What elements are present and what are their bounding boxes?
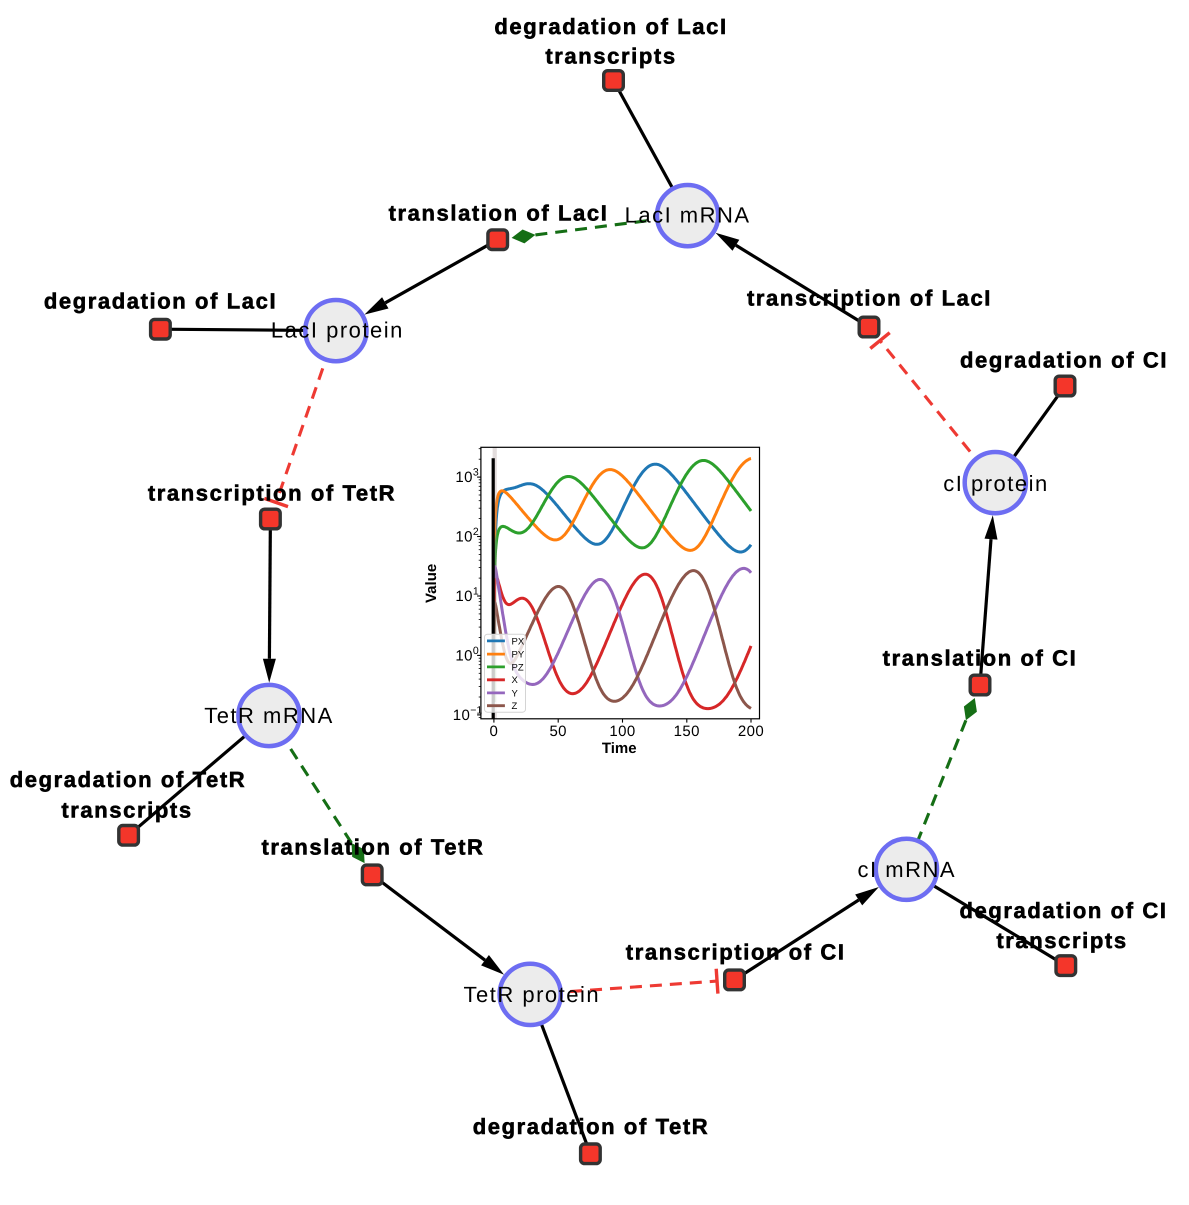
svg-text:10: 10 bbox=[455, 588, 473, 605]
svg-text:10: 10 bbox=[455, 647, 473, 664]
svg-text:transcription of TetR: transcription of TetR bbox=[148, 481, 396, 506]
svg-text:translation of LacI: translation of LacI bbox=[389, 200, 609, 225]
svg-text:transcription of LacI: transcription of LacI bbox=[747, 286, 992, 311]
svg-text:degradation of CI: degradation of CI bbox=[959, 898, 1167, 923]
svg-text:PX: PX bbox=[512, 636, 525, 647]
svg-text:translation of CI: translation of CI bbox=[883, 646, 1078, 671]
svg-text:degradation of CI: degradation of CI bbox=[960, 348, 1168, 373]
svg-text:transcripts: transcripts bbox=[545, 44, 676, 69]
svg-text:100: 100 bbox=[609, 723, 635, 740]
svg-text:10: 10 bbox=[455, 469, 473, 486]
svg-text:degradation of TetR: degradation of TetR bbox=[473, 1114, 710, 1139]
svg-text:LacI protein: LacI protein bbox=[271, 318, 404, 343]
svg-text:2: 2 bbox=[473, 526, 479, 538]
svg-text:TetR mRNA: TetR mRNA bbox=[204, 703, 334, 728]
svg-text:transcripts: transcripts bbox=[61, 798, 192, 823]
svg-text:degradation of TetR: degradation of TetR bbox=[10, 767, 247, 792]
svg-text:Z: Z bbox=[512, 701, 518, 712]
svg-text:−1: −1 bbox=[470, 704, 482, 716]
svg-text:transcripts: transcripts bbox=[996, 928, 1127, 953]
svg-text:cI mRNA: cI mRNA bbox=[858, 857, 957, 882]
svg-text:degradation of LacI: degradation of LacI bbox=[44, 289, 277, 314]
svg-text:Time: Time bbox=[602, 740, 637, 757]
svg-text:200: 200 bbox=[738, 723, 764, 740]
svg-text:3: 3 bbox=[473, 467, 479, 479]
svg-text:150: 150 bbox=[674, 723, 700, 740]
svg-text:50: 50 bbox=[549, 723, 567, 740]
svg-text:Value: Value bbox=[423, 564, 440, 603]
svg-text:PY: PY bbox=[512, 650, 525, 661]
svg-text:0: 0 bbox=[473, 645, 479, 657]
svg-text:degradation of LacI: degradation of LacI bbox=[494, 14, 727, 39]
svg-text:translation of TetR: translation of TetR bbox=[261, 835, 484, 860]
svg-text:0: 0 bbox=[490, 723, 499, 740]
svg-text:TetR protein: TetR protein bbox=[463, 982, 600, 1007]
svg-text:X: X bbox=[512, 675, 519, 686]
svg-text:cI protein: cI protein bbox=[943, 471, 1049, 496]
svg-text:1: 1 bbox=[473, 586, 479, 598]
svg-text:PZ: PZ bbox=[512, 662, 524, 673]
svg-text:Y: Y bbox=[512, 688, 519, 699]
svg-text:10: 10 bbox=[453, 707, 471, 724]
svg-text:10: 10 bbox=[455, 529, 473, 546]
svg-text:LacI mRNA: LacI mRNA bbox=[625, 203, 751, 228]
svg-text:transcription of CI: transcription of CI bbox=[626, 940, 846, 965]
